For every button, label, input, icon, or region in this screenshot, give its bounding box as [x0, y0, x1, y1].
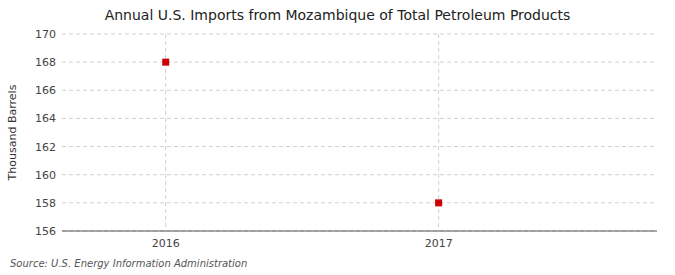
y-grid-line — [62, 174, 657, 175]
y-axis-label: Thousand Barrels — [6, 84, 19, 181]
y-tick-label: 162 — [35, 141, 56, 154]
y-grid-line — [62, 231, 657, 232]
chart-svg: Annual U.S. Imports from Mozambique of T… — [0, 0, 675, 275]
point — [162, 59, 169, 66]
source-note: Source: U.S. Energy Information Administ… — [10, 258, 247, 269]
chart-container: Annual U.S. Imports from Mozambique of T… — [0, 0, 675, 275]
y-grid-line — [62, 90, 657, 91]
y-grid-line — [62, 62, 657, 63]
y-tick-label: 158 — [35, 197, 56, 210]
y-tick-label: 168 — [35, 56, 56, 69]
point — [435, 199, 442, 206]
points — [162, 59, 442, 207]
x-tick-label: 2016 — [152, 237, 180, 250]
y-grid-line — [62, 118, 657, 119]
y-grid-line — [62, 34, 657, 35]
x-tick-label: 2017 — [425, 237, 453, 250]
y-tick-label: 166 — [35, 84, 56, 97]
y-grid-line — [62, 202, 657, 203]
y-tick-label: 156 — [35, 225, 56, 238]
grid — [62, 34, 657, 231]
y-grid-line — [62, 146, 657, 147]
x-axis-line — [62, 231, 657, 232]
y-tick-label: 170 — [35, 28, 56, 41]
y-tick-label: 164 — [35, 112, 56, 125]
y-tick-label: 160 — [35, 169, 56, 182]
title: Annual U.S. Imports from Mozambique of T… — [105, 7, 571, 23]
